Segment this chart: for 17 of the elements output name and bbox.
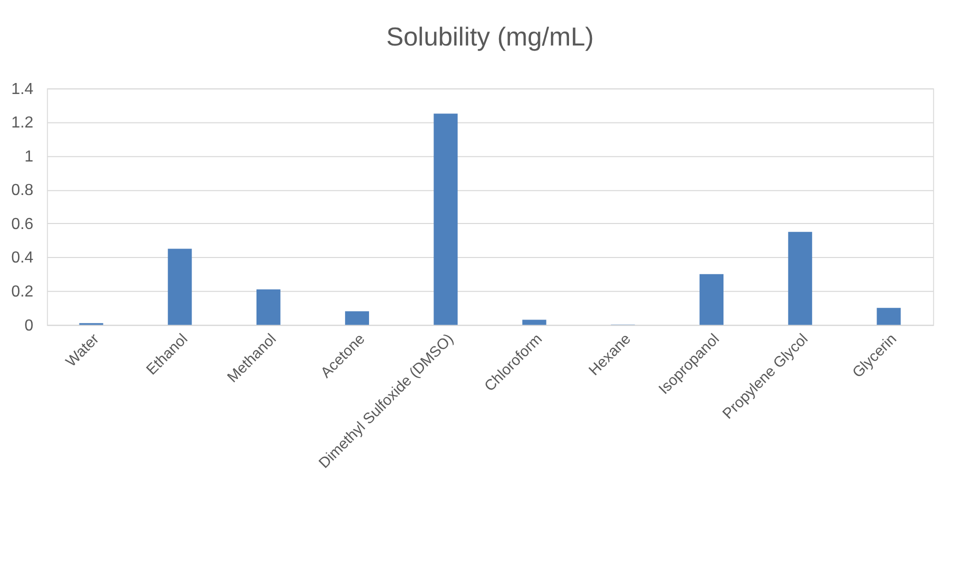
bar [876, 308, 901, 325]
y-tick-label: 0.6 [11, 216, 34, 233]
bar [788, 232, 812, 325]
y-tick-label: 0 [24, 317, 34, 334]
y-tick-label: 1.2 [11, 114, 34, 132]
bar [256, 289, 280, 325]
bar [522, 320, 546, 325]
y-tick-label: 0.8 [11, 182, 34, 200]
bar [700, 274, 724, 325]
bar [434, 114, 458, 325]
y-tick-label: 0.4 [11, 250, 34, 267]
y-tick-label: 1 [24, 148, 34, 166]
y-tick-label: 1.4 [11, 80, 34, 98]
bar [168, 248, 192, 325]
y-tick-label: 0.2 [11, 284, 34, 301]
bar [345, 311, 370, 325]
chart-title: Solubility (mg/mL) [386, 23, 594, 52]
